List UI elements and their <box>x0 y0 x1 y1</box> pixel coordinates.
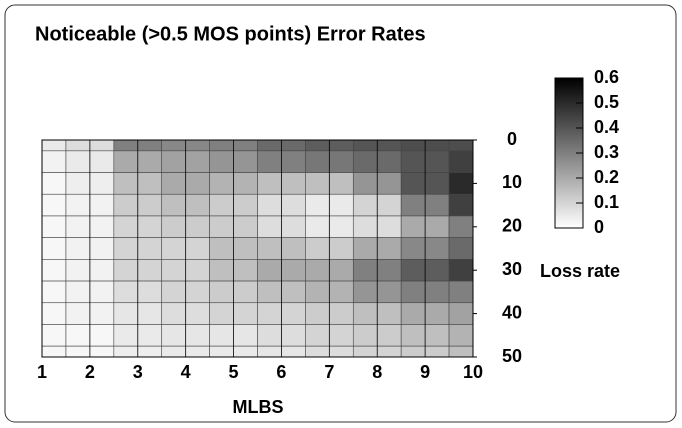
colorbar-tick-label: 0 <box>594 217 604 237</box>
x-tick-label: 6 <box>276 362 286 382</box>
colorbar-tick-label: 0.5 <box>594 92 619 112</box>
heat-cell <box>448 237 474 260</box>
x-tick-label: 9 <box>420 362 430 382</box>
colorbar-tick-label: 0.3 <box>594 142 619 162</box>
heat-cell <box>41 324 67 347</box>
x-tick-label: 5 <box>229 362 239 382</box>
x-tick-label: 10 <box>463 362 483 382</box>
chart-title: Noticeable (>0.5 MOS points) Error Rates <box>35 23 426 45</box>
heat-cell <box>448 215 474 238</box>
heat-cell <box>41 139 67 152</box>
y-tick-label: 40 <box>502 302 522 322</box>
x-tick-label: 7 <box>324 362 334 382</box>
colorbar-tick-label: 0.6 <box>594 67 619 87</box>
heat-cell <box>448 193 474 217</box>
y-tick-label: 10 <box>502 172 522 192</box>
x-tick-label: 3 <box>133 362 143 382</box>
plot-border <box>41 139 474 358</box>
heat-cell <box>41 150 67 173</box>
y-tick-label: 0 <box>507 129 517 149</box>
x-axis-label: MLBS <box>233 397 284 417</box>
heat-cell <box>41 280 67 304</box>
heat-cell <box>41 193 67 217</box>
y-tick-label: 50 <box>502 346 522 366</box>
y-tick-label: 20 <box>502 216 522 236</box>
heat-cell <box>448 302 474 325</box>
heat-cell <box>448 280 474 304</box>
heat-cell <box>448 150 474 173</box>
colorbar-tick-label: 0.2 <box>594 167 619 187</box>
x-tick-label: 4 <box>181 362 191 382</box>
heat-cell <box>41 345 67 358</box>
heat-cell <box>448 139 474 152</box>
x-tick-label: 1 <box>37 362 47 382</box>
heat-cell <box>41 237 67 260</box>
colorbar-tick-label: 0.4 <box>594 117 619 137</box>
heat-cell <box>41 172 67 195</box>
heat-cell <box>448 324 474 347</box>
heat-cell <box>41 215 67 238</box>
heat-cell <box>448 345 474 358</box>
heat-cell <box>448 172 474 195</box>
colorbar-tick-label: 0.1 <box>594 192 619 212</box>
x-tick-label: 2 <box>85 362 95 382</box>
heat-cell <box>448 259 474 282</box>
heat-cell <box>41 302 67 325</box>
heat-cell <box>41 259 67 282</box>
x-tick-label: 8 <box>372 362 382 382</box>
y-tick-label: 30 <box>502 259 522 279</box>
y-axis-label: Loss rate <box>540 261 620 281</box>
